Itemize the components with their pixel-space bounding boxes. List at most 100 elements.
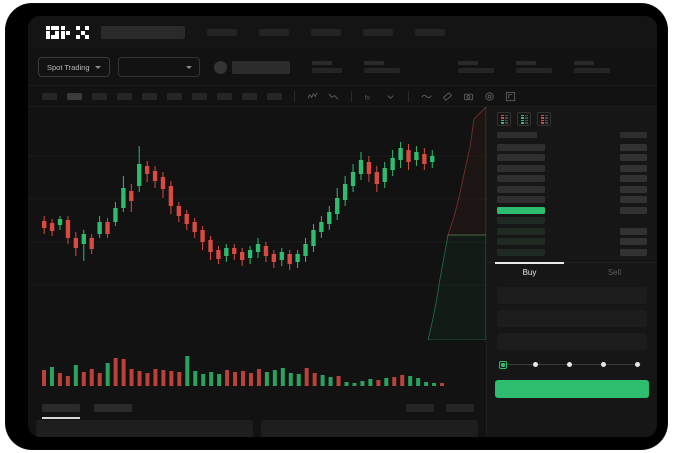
timeframe-8[interactable] (242, 92, 257, 100)
place-order-button[interactable] (495, 379, 649, 398)
trend-down-icon[interactable] (328, 91, 339, 102)
bottom-tab-0[interactable] (42, 404, 80, 419)
bottom-action-0[interactable] (406, 404, 434, 412)
timeframe-0[interactable] (42, 92, 57, 100)
orderbook-amount (620, 238, 647, 246)
bottom-card-0[interactable] (36, 420, 253, 437)
nav-item-4[interactable] (415, 29, 445, 36)
orderbook-price (497, 248, 545, 256)
orderbook-price (497, 238, 545, 246)
nav-item-1[interactable] (259, 29, 289, 36)
settings-icon[interactable] (484, 91, 495, 102)
orderbook-row[interactable] (497, 163, 647, 174)
ticker-stat-2 (457, 61, 494, 73)
orderbook-amount (620, 227, 647, 235)
timeframe-7[interactable] (217, 92, 232, 100)
orderbook-price (497, 206, 545, 214)
bottom-action-1[interactable] (446, 404, 474, 412)
fullscreen-icon[interactable] (505, 91, 516, 102)
price-chart[interactable] (28, 107, 486, 396)
orderbook-price-header (497, 132, 537, 138)
orderbook-price (497, 143, 545, 151)
slider-step-50[interactable] (567, 361, 572, 367)
market-ticker-bar: Spot Trading (28, 49, 657, 85)
bottom-tab-1[interactable] (94, 404, 132, 412)
amount-percent-slider[interactable] (499, 360, 645, 370)
pair-coin-icon (213, 60, 227, 74)
timeframe-3[interactable] (117, 92, 132, 100)
indicator-icon[interactable]: fx (364, 91, 375, 102)
ruler-icon[interactable] (442, 91, 453, 102)
trading-pair-select[interactable] (117, 57, 200, 77)
orderbook-price (497, 217, 545, 225)
slider-step-100[interactable] (635, 361, 640, 367)
timeframe-4[interactable] (142, 92, 157, 100)
timeframe-2[interactable] (92, 92, 107, 100)
orderbook-amount (620, 154, 647, 162)
price-field[interactable] (497, 286, 647, 304)
slider-step-75[interactable] (601, 361, 606, 367)
orderbook-row[interactable] (497, 153, 647, 164)
slider-handle[interactable] (499, 360, 507, 369)
toolbar-divider (351, 90, 352, 102)
bids-only-icon[interactable] (517, 112, 531, 126)
chevron-down-icon (94, 65, 101, 69)
orderbook-row[interactable] (497, 237, 647, 248)
slider-step-25[interactable] (533, 361, 538, 367)
orderbook-amount (620, 248, 647, 256)
camera-icon[interactable] (463, 91, 474, 102)
orderbook-row[interactable] (497, 195, 647, 206)
asks-only-icon[interactable] (537, 112, 551, 126)
orderbook-rows (487, 142, 657, 258)
tab-sell[interactable]: Sell (607, 267, 622, 277)
top-nav-links (207, 29, 445, 36)
candlestick-svg (28, 142, 486, 386)
orderbook-price (497, 227, 545, 235)
nav-item-3[interactable] (363, 29, 393, 36)
wave-icon[interactable] (421, 91, 432, 102)
global-search-input[interactable] (101, 26, 185, 39)
total-field[interactable] (497, 332, 647, 350)
orderbook-amount (620, 143, 647, 151)
chevron-down-icon (185, 65, 192, 69)
orderbook-row[interactable] (497, 205, 647, 216)
okx-logo-icon[interactable] (46, 26, 89, 39)
orderbook-price (497, 185, 545, 193)
nav-item-0[interactable] (207, 29, 237, 36)
orderbook-row[interactable] (497, 184, 647, 195)
orderbook-row[interactable] (497, 226, 647, 237)
ticker-stat-0 (311, 61, 342, 73)
toolbar-divider (294, 90, 295, 102)
market-type-dropdown[interactable]: Spot Trading (38, 57, 110, 77)
bottom-card-1[interactable] (261, 420, 478, 437)
orderbook-price (497, 154, 545, 162)
orderbook-row[interactable] (497, 174, 647, 185)
timeframe-9[interactable] (267, 92, 282, 100)
orderbook-header (487, 130, 657, 142)
orderbook-row[interactable] (497, 142, 647, 153)
orderbook-mode-switcher (487, 107, 657, 130)
amount-field[interactable] (497, 309, 647, 327)
nav-item-2[interactable] (311, 29, 341, 36)
bottom-actions (406, 404, 486, 412)
toolbar-divider (408, 90, 409, 102)
bottom-tab-bar (28, 396, 486, 420)
orderbook-amount (620, 196, 647, 204)
orderbook-amount (620, 164, 647, 172)
timeframe-5[interactable] (167, 92, 182, 100)
chart-toolbar: fx (28, 85, 657, 107)
tab-buy[interactable]: Buy (487, 261, 572, 281)
chevron-down-icon[interactable] (385, 91, 396, 102)
both-icon[interactable] (497, 112, 511, 126)
pair-name-label (231, 60, 290, 74)
orderbook-row[interactable] (497, 247, 647, 258)
line-chart-icon[interactable] (307, 91, 318, 102)
svg-text:fx: fx (365, 94, 371, 101)
timeframe-6[interactable] (192, 92, 207, 100)
ticker-stat-1 (363, 61, 400, 73)
ticker-stat-4 (573, 61, 610, 73)
timeframe-1[interactable] (67, 92, 82, 100)
orderbook-price (497, 164, 545, 172)
orderbook-row[interactable] (497, 216, 647, 227)
